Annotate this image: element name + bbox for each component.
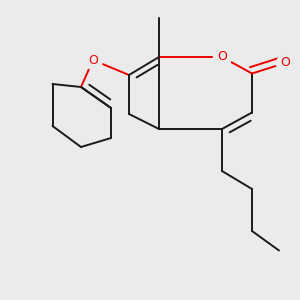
Text: O: O: [217, 50, 227, 64]
Text: O: O: [280, 56, 290, 70]
Text: O: O: [88, 53, 98, 67]
